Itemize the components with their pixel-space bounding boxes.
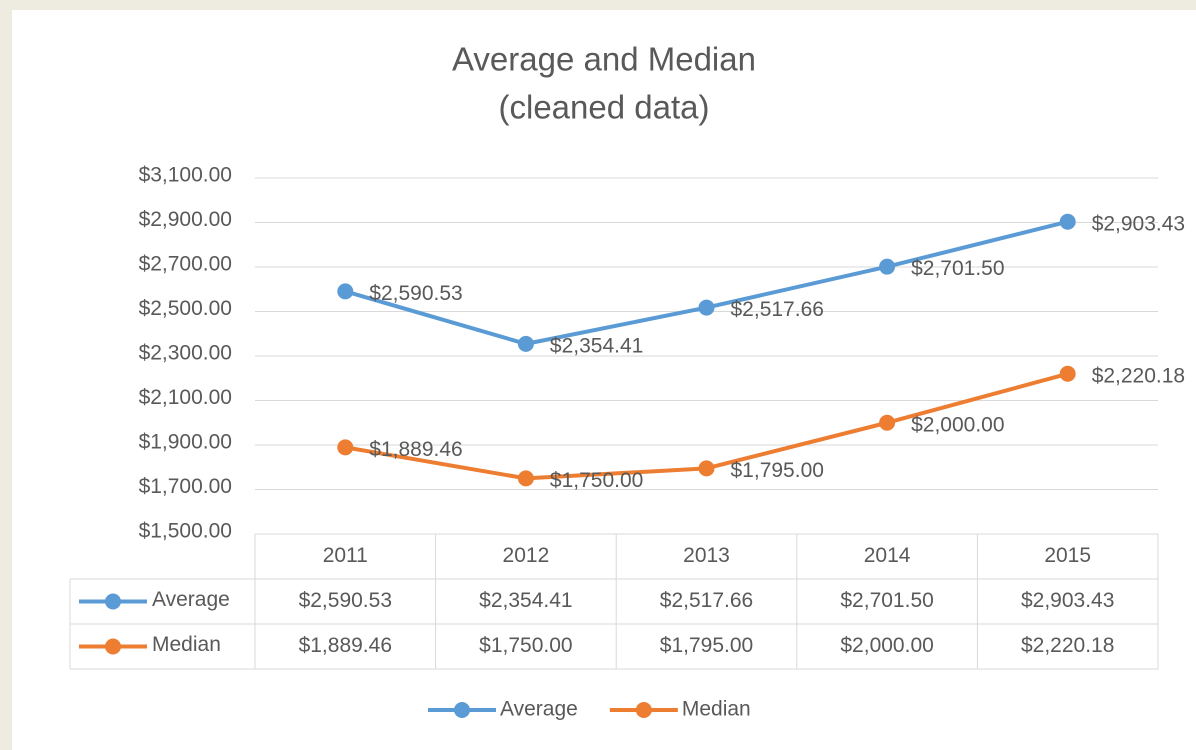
y-tick-label: $2,700.00 [139, 253, 232, 276]
data-point [698, 460, 715, 477]
table-cell: $2,590.53 [299, 589, 392, 612]
y-tick-label: $1,700.00 [139, 475, 232, 498]
data-label: $1,889.46 [369, 438, 462, 461]
x-tick-label: 2013 [683, 544, 730, 567]
data-label: $2,517.66 [731, 298, 824, 321]
table-series-name: Median [152, 633, 221, 656]
table-cell: $2,517.66 [660, 589, 753, 612]
data-label: $2,354.41 [550, 334, 643, 357]
y-tick-label: $2,500.00 [139, 297, 232, 320]
data-point [879, 258, 896, 275]
data-label: $2,701.50 [911, 257, 1004, 280]
table-cell: $1,750.00 [479, 634, 572, 657]
x-tick-label: 2011 [323, 544, 368, 567]
table-cell: $2,903.43 [1021, 589, 1114, 612]
data-label: $2,000.00 [911, 413, 1004, 436]
legend-key-marker [635, 702, 652, 718]
x-tick-label: 2015 [1044, 544, 1091, 567]
table-key-marker [105, 638, 121, 655]
x-tick-label: 2012 [503, 544, 550, 567]
table-series-name: Average [152, 588, 230, 611]
legend-label: Median [682, 698, 751, 721]
legend-label: Average [500, 698, 578, 721]
table-cell: $2,354.41 [479, 589, 572, 612]
data-point [337, 439, 354, 456]
chart-area [12, 10, 1196, 750]
data-label: $2,220.18 [1092, 364, 1185, 387]
data-label: $2,903.43 [1092, 212, 1185, 235]
chart-title: (cleaned data) [499, 89, 710, 126]
table-cell: $2,220.18 [1021, 634, 1114, 657]
y-tick-label: $3,100.00 [139, 164, 232, 187]
legend-key-marker [454, 702, 470, 718]
table-cell: $2,701.50 [840, 589, 933, 612]
data-label: $2,590.53 [369, 282, 462, 305]
y-tick-label: $2,100.00 [139, 386, 232, 409]
chart-title: Average and Median [452, 41, 756, 78]
y-tick-label: $2,900.00 [139, 208, 232, 231]
data-label: $1,750.00 [550, 469, 643, 492]
data-point [337, 283, 354, 300]
table-cell: $2,000.00 [840, 634, 933, 657]
table-cell: $1,795.00 [660, 634, 753, 657]
table-key-marker [105, 593, 121, 610]
data-label: $1,795.00 [731, 459, 824, 482]
x-tick-label: 2014 [864, 544, 911, 567]
data-point [517, 470, 534, 487]
data-point [517, 335, 534, 352]
data-point [698, 299, 715, 316]
data-point [1059, 213, 1076, 230]
table-cell: $1,889.46 [299, 634, 392, 657]
y-tick-label: $1,500.00 [139, 520, 232, 543]
y-tick-label: $1,900.00 [139, 431, 232, 454]
data-point [1059, 365, 1076, 382]
y-tick-label: $2,300.00 [139, 342, 232, 365]
data-point [879, 414, 896, 431]
